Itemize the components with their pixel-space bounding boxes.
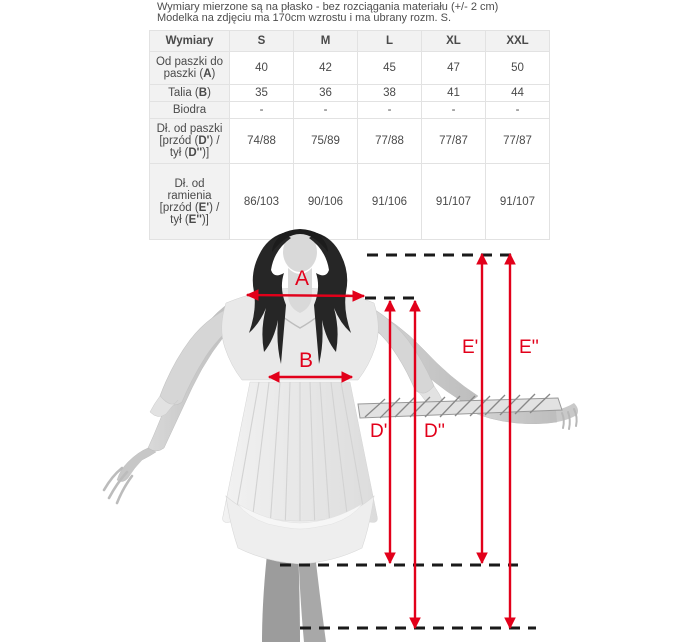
svg-text:D': D'	[370, 421, 387, 442]
svg-text:D'': D''	[424, 421, 445, 442]
svg-text:E': E'	[462, 337, 478, 358]
svg-text:A: A	[295, 267, 309, 290]
svg-text:E'': E''	[519, 337, 539, 358]
svg-text:B: B	[299, 349, 313, 372]
